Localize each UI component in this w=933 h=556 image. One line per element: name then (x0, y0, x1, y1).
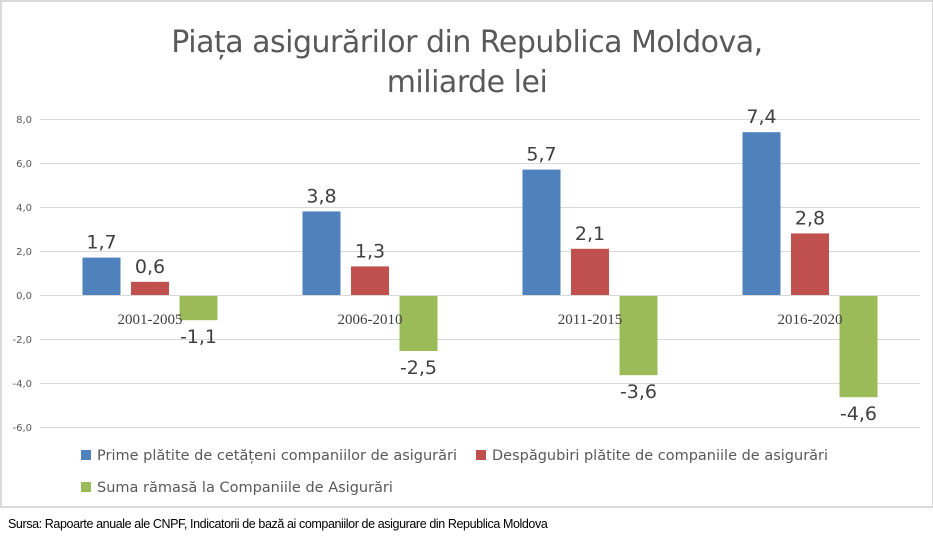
gridlines (40, 119, 920, 428)
y-tick-label: -2,0 (12, 335, 32, 346)
x-category-label: 2016-2020 (778, 312, 843, 328)
data-label: 2,8 (795, 207, 825, 229)
y-tick-label: 8,0 (16, 115, 32, 126)
bar-2-2006-2010 (351, 266, 389, 295)
legend-swatch-1 (81, 450, 91, 460)
data-label: 3,8 (306, 185, 336, 207)
legend-label-2: Despăgubiri plătite de companiile de asi… (492, 448, 828, 464)
source-note: Sursa: Rapoarte anuale ale CNPF, Indicat… (8, 517, 548, 531)
legend: Prime plătite de cetățeni companiilor de… (81, 448, 828, 496)
data-label: 1,7 (86, 232, 116, 254)
y-tick-label: 0,0 (16, 291, 32, 302)
bars (82, 132, 878, 398)
data-label: 7,4 (746, 106, 776, 128)
bar-3-2016-2020 (839, 296, 878, 398)
data-label: 1,3 (355, 240, 385, 262)
x-category-label: 2011-2015 (558, 312, 622, 328)
chart-title-line-2: miliarde lei (387, 65, 548, 100)
bar-1-2016-2020 (742, 132, 781, 295)
legend-swatch-2 (476, 450, 486, 460)
y-tick-label: 6,0 (16, 159, 32, 170)
y-tick-label: 2,0 (16, 247, 32, 258)
y-axis-ticks: 8,0 6,0 4,0 2,0 0,0 -2,0 -4,0 -6,0 (12, 115, 32, 434)
data-label: 0,6 (135, 256, 165, 278)
x-axis-categories: 2001-2005 2006-2010 2011-2015 2016-2020 (118, 312, 843, 328)
data-label: -3,6 (620, 381, 657, 403)
data-label: -4,6 (840, 403, 877, 425)
x-category-label: 2006-2010 (338, 312, 403, 328)
bar-1-2011-2015 (522, 169, 561, 295)
data-label: 2,1 (575, 223, 605, 245)
data-label: 5,7 (526, 144, 556, 166)
bar-3-2001-2005 (179, 296, 218, 321)
bar-3-2006-2010 (399, 296, 438, 351)
bar-1-2006-2010 (302, 211, 341, 295)
legend-label-1: Prime plătite de cetățeni companiilor de… (97, 448, 457, 464)
y-tick-label: -4,0 (12, 379, 32, 390)
bar-1-2001-2005 (82, 257, 121, 295)
chart-frame: Piața asigurărilor din Republica Moldova… (0, 0, 933, 508)
legend-label-3: Suma rămasă la Companiile de Asigurări (97, 480, 393, 496)
y-tick-label: -6,0 (12, 423, 32, 434)
chart-title-line-1: Piața asigurărilor din Republica Moldova… (171, 25, 762, 60)
bar-2-2016-2020 (791, 233, 829, 295)
x-category-label: 2001-2005 (118, 312, 183, 328)
data-labels: 1,7 0,6 -1,1 3,8 1,3 -2,5 5,7 2,1 -3,6 7,4 2,8 -4,6 (86, 106, 877, 425)
bar-chart: Piața asigurărilor din Republica Moldova… (12, 25, 920, 496)
bar-2-2011-2015 (571, 248, 609, 295)
y-tick-label: 4,0 (16, 203, 32, 214)
legend-swatch-3 (81, 482, 91, 492)
data-label: -2,5 (400, 357, 437, 379)
bar-2-2001-2005 (131, 281, 169, 295)
data-label: -1,1 (180, 326, 217, 348)
bar-3-2011-2015 (619, 296, 658, 376)
